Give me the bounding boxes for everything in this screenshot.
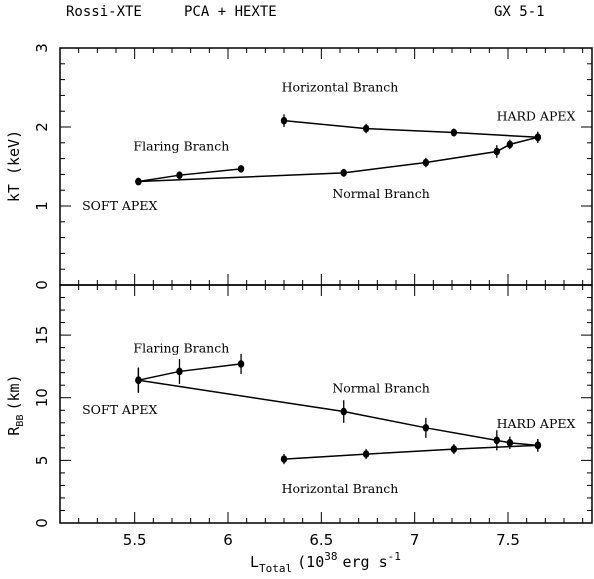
x-label-mid: (10 (297, 553, 324, 571)
x-label-sup2: -1 (388, 550, 401, 563)
header-center: PCA + HEXTE (184, 4, 277, 20)
top-data-point (422, 158, 430, 167)
top-series-1-line (138, 136, 539, 183)
top-y-tick-label: 3 (33, 43, 51, 53)
bottom-data-point (362, 450, 370, 458)
bottom-y-label-tail: (km) (5, 374, 23, 410)
bottom-y-label-sub: BB (15, 415, 26, 427)
bottom-y-tick-label: 15 (33, 326, 51, 345)
x-label-sup: 38 (324, 550, 337, 563)
bottom-data-point (422, 424, 430, 432)
x-tick-label: 5.5 (123, 531, 147, 549)
x-tick-label: 6 (223, 531, 233, 549)
x-label-tail: erg s (343, 553, 388, 571)
top-annotation: Flaring Branch (133, 139, 229, 154)
top-annotation: Horizontal Branch (282, 79, 399, 94)
x-tick-label: 7 (410, 531, 420, 549)
top-data-point (450, 128, 458, 137)
bottom-y-label-main: R (5, 426, 23, 436)
bottom-annotation: Flaring Branch (133, 341, 229, 356)
x-label-main: L (250, 553, 259, 571)
plot-layer: 0 1 2 3 Horizontal Branch HARD APEX Flaring Br… (33, 43, 592, 549)
bottom-series-0-line (138, 363, 242, 381)
bottom-y-axis-label: RBB (km) (5, 374, 26, 435)
x-tick-label: 7.5 (496, 531, 520, 549)
bottom-data-point (340, 407, 347, 416)
top-y-tick-label: 2 (33, 122, 51, 132)
top-annotation: Normal Branch (332, 186, 429, 201)
header-left: Rossi-XTE (66, 4, 142, 20)
bottom-data-point (534, 441, 542, 450)
bottom-annotation: Normal Branch (332, 381, 429, 396)
bottom-panel-frame (59, 284, 593, 524)
top-data-point (534, 133, 542, 142)
bottom-data-point (280, 455, 288, 463)
bottom-y-tick-label: 10 (33, 388, 51, 407)
bottom-annotation: Horizontal Branch (282, 481, 399, 496)
top-y-tick-label: 0 (33, 280, 51, 290)
bottom-series-2-line (283, 444, 538, 460)
x-axis-label: LTotal (1038 erg s-1 (250, 550, 401, 575)
top-data-point (362, 124, 370, 133)
bottom-y-tick-label: 0 (33, 518, 51, 528)
x-label-sub: Total (259, 562, 292, 575)
bottom-annotation: HARD APEX (497, 416, 576, 431)
bottom-data-point (450, 445, 458, 453)
bottom-y-tick-label: 5 (33, 456, 51, 466)
x-tick-label: 6.5 (309, 531, 333, 549)
top-annotation: HARD APEX (497, 109, 576, 124)
top-data-point (506, 140, 514, 149)
top-series-0-line (283, 119, 538, 139)
top-data-point (493, 147, 500, 156)
bottom-data-point (237, 360, 245, 368)
top-data-point (280, 116, 288, 125)
header-right: GX 5-1 (494, 4, 545, 20)
top-y-tick-label: 1 (33, 201, 51, 211)
top-data-point (340, 169, 347, 177)
bottom-series-1-line (138, 379, 538, 447)
top-annotation: SOFT APEX (82, 198, 157, 213)
top-data-point (176, 171, 183, 179)
bottom-data-point (135, 376, 142, 385)
top-y-axis-label: kT (keV) (5, 130, 23, 202)
bottom-data-point (493, 436, 500, 445)
bottom-data-point (176, 367, 183, 376)
bottom-data-point (506, 439, 514, 447)
top-data-point (237, 165, 245, 173)
bottom-annotation: SOFT APEX (82, 402, 157, 417)
top-data-point (135, 177, 142, 186)
